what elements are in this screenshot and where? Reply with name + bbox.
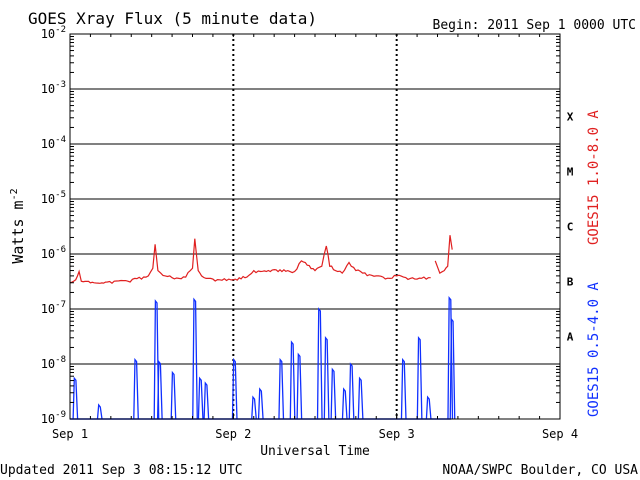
y-tick-label: 10-5 (41, 190, 66, 206)
flare-class-label: B (567, 276, 574, 289)
y-tick-label: 10-2 (41, 25, 66, 41)
axis-ticks (69, 34, 561, 419)
series-short-peak (449, 317, 456, 420)
footer-credit: NOAA/SWPC Boulder, CO USA (442, 463, 638, 478)
series-short-peak (323, 335, 330, 420)
y-tick-exp: -6 (55, 245, 66, 255)
series-short-peak (231, 357, 238, 420)
chart-title: GOES Xray Flux (5 minute data) (28, 9, 317, 28)
gridlines (70, 34, 560, 419)
series-short-peak (192, 297, 198, 420)
flare-class-label: C (567, 221, 574, 234)
x-tick-label: Sep 3 (379, 427, 415, 441)
begin-label: Begin: 2011 Sep 1 0000 UTC (433, 18, 637, 33)
y-tick-base: 10 (41, 302, 55, 316)
series-short-peak (289, 340, 296, 420)
legend-series-long: GOES15 1.0-8.0 A (586, 110, 602, 245)
series-short-peak (425, 395, 432, 420)
y-tick-base: 10 (41, 247, 55, 261)
series-short-peak (278, 357, 285, 420)
series-long-line (69, 238, 431, 284)
y-axis-title: Watts m-2 (9, 188, 27, 263)
y-tick-base: 10 (41, 27, 55, 41)
y-tick-exp: -3 (55, 80, 66, 90)
y-tick-label: 10-8 (41, 355, 66, 371)
series-short-peak (341, 387, 348, 420)
flare-class-label: M (567, 166, 574, 179)
series-long-line-segment (434, 235, 453, 274)
series-short-peak (357, 376, 364, 420)
y-tick-exp: -7 (55, 300, 66, 310)
series-short-peak (197, 376, 204, 420)
plot-frame (69, 33, 561, 420)
series-short-peak (348, 362, 355, 420)
flare-class-label: X (567, 111, 574, 124)
x-tick-label: Sep 1 (52, 427, 88, 441)
series-short-peak (153, 299, 160, 420)
footer-updated: Updated 2011 Sep 3 08:15:12 UTC (0, 463, 243, 478)
plot-series (69, 235, 456, 420)
y-tick-exp: -5 (55, 190, 66, 200)
y-tick-base: 10 (41, 357, 55, 371)
y-tick-exp: -8 (55, 355, 66, 365)
y-tick-label: 10-9 (41, 410, 66, 426)
series-short-peak (330, 367, 337, 420)
x-tick-label: Sep 4 (542, 427, 578, 441)
series-short-peak (170, 370, 177, 420)
legend-series-short: GOES15 0.5-4.0 A (586, 282, 602, 417)
y-tick-label: 10-7 (41, 300, 66, 316)
series-short-peak (416, 335, 423, 420)
flare-class-label: A (567, 331, 574, 344)
y-tick-exp: -2 (55, 25, 66, 35)
y-tick-label: 10-6 (41, 245, 66, 261)
series-short-peak (96, 403, 103, 420)
y-tick-base: 10 (41, 137, 55, 151)
series-short-peak (72, 376, 79, 420)
y-tick-exp: -9 (55, 410, 66, 420)
y-axis-title-sup: -2 (9, 188, 20, 200)
y-tick-base: 10 (41, 192, 55, 206)
y-axis-title-text: Watts m (9, 200, 27, 263)
y-tick-base: 10 (41, 412, 55, 426)
svg-text:Watts m-2: Watts m-2 (9, 188, 27, 263)
x-tick-label: Sep 2 (215, 427, 251, 441)
y-tick-label: 10-4 (41, 135, 66, 151)
series-short-peak (133, 357, 139, 420)
x-axis-title: Universal Time (260, 444, 370, 459)
series-short-peak (400, 357, 407, 420)
series-short-peak (203, 381, 210, 420)
y-tick-base: 10 (41, 82, 55, 96)
series-short-peak (296, 352, 303, 420)
series-short-peak (251, 395, 257, 420)
y-tick-label: 10-3 (41, 80, 66, 96)
y-tick-exp: -4 (55, 135, 66, 145)
series-short-peak (257, 387, 264, 420)
series-short-peak (316, 307, 323, 420)
series-short-peak (156, 359, 163, 420)
series-short-peak (447, 295, 454, 420)
